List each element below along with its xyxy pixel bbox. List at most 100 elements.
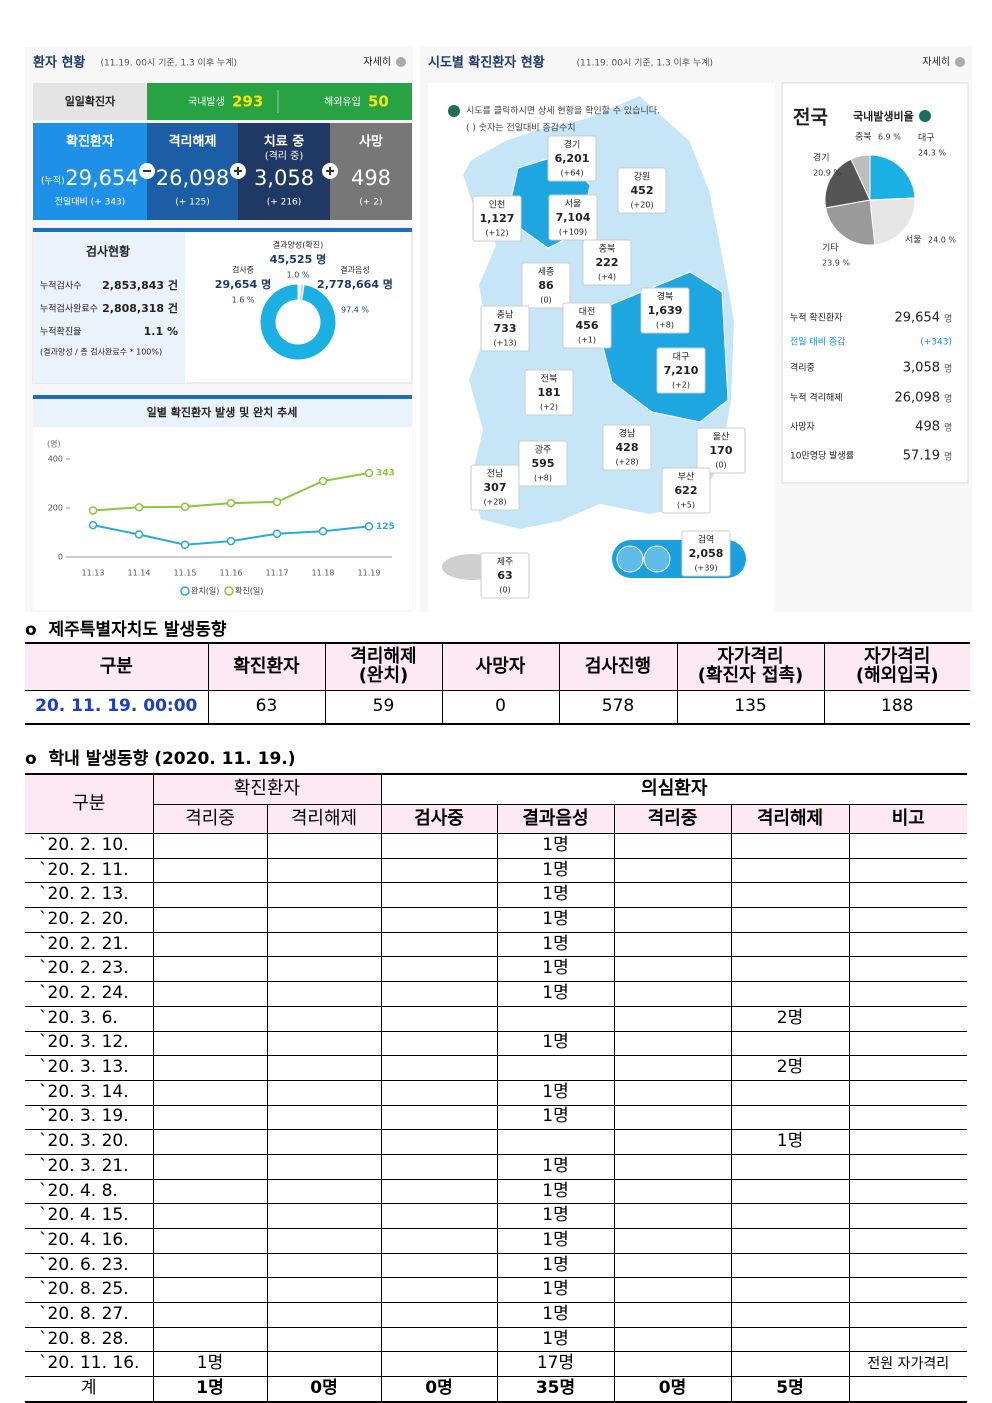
cell — [266, 1030, 382, 1057]
header-cell: 비고 — [848, 804, 968, 834]
donut-count: 45,525 명 — [270, 252, 326, 266]
stat-prefix: (누적) — [41, 175, 65, 187]
cell — [730, 1228, 850, 1254]
region-name[interactable]: 대구 — [673, 352, 690, 363]
test-title: 검사현황 — [86, 244, 130, 259]
stat-label: 치료 중 — [264, 134, 304, 150]
cell — [266, 1178, 382, 1205]
cell — [266, 907, 382, 933]
x-tick-label: 11.19 — [358, 569, 381, 578]
region-box — [548, 194, 598, 241]
cell — [848, 1228, 968, 1254]
cell: `20. 3. 13. — [25, 1055, 154, 1081]
chart-title: 일별 확진환자 발생 및 완치 추세 — [147, 405, 298, 419]
cell — [152, 1203, 268, 1229]
cell — [848, 1252, 968, 1279]
row: `20. 2. 11. 1명 — [25, 857, 968, 884]
region-name[interactable]: 강원 — [634, 172, 651, 183]
row: `20. 2. 10. 1명 — [25, 833, 968, 859]
cell — [848, 1153, 968, 1180]
region-name[interactable]: 인천 — [489, 200, 506, 211]
stat-note: (격리 중) — [265, 149, 304, 162]
donut-category: 검사중 — [232, 265, 254, 275]
cell — [266, 1252, 382, 1279]
y-tick-label: 400 — [48, 455, 63, 464]
region-name[interactable]: 제주 — [497, 557, 514, 568]
cell — [848, 857, 968, 884]
cell — [266, 1153, 382, 1180]
region-name[interactable]: 세종 — [538, 267, 555, 278]
more-link[interactable]: 자세히 — [922, 56, 950, 68]
point — [364, 522, 374, 531]
cell: 0 — [441, 690, 560, 724]
national-value: 3,058 — [903, 361, 940, 376]
cell: 1명 — [496, 1326, 615, 1353]
national-value: 26,098 — [895, 391, 941, 406]
region-name[interactable]: 전북 — [541, 374, 558, 385]
cell: `20. 2. 13. — [25, 882, 154, 909]
header-cell: 확진환자 — [207, 643, 326, 691]
pie-category: 경기 — [813, 152, 830, 164]
region-name[interactable]: 울산 — [713, 432, 730, 443]
total-cell: 계 — [25, 1376, 154, 1403]
region-name[interactable]: 전남 — [487, 469, 504, 480]
row: `20. 8. 25. 1명 — [25, 1277, 968, 1304]
region-name[interactable]: 광주 — [535, 444, 552, 456]
cell — [152, 1129, 268, 1155]
cell: 1명 — [496, 1104, 615, 1131]
more-icon — [955, 57, 965, 67]
cell — [380, 882, 498, 909]
region-box — [582, 239, 632, 286]
cell — [152, 1030, 268, 1057]
x-tick-label: 11.15 — [174, 569, 197, 578]
national-unit: 명 — [944, 452, 952, 463]
region-name[interactable]: 경기 — [564, 139, 581, 151]
region-name[interactable]: 경남 — [619, 428, 636, 440]
region-total: 1,639 — [648, 304, 683, 317]
region-name[interactable]: 대전 — [579, 307, 596, 318]
y-axis-label: (명) — [47, 439, 61, 449]
point — [318, 476, 328, 486]
panel-title: 시도별 확진환자 현황 — [428, 55, 545, 71]
cell — [380, 1203, 498, 1229]
cell — [730, 1079, 850, 1106]
region-name[interactable]: 경북 — [657, 291, 674, 303]
donut-percent: 1.6 % — [232, 296, 255, 305]
chart-box — [33, 395, 412, 610]
region-name[interactable]: 서울 — [565, 199, 582, 210]
cell — [380, 956, 498, 983]
cell — [266, 1079, 382, 1106]
cell: 1명 — [496, 956, 615, 983]
region-name[interactable]: 충남 — [497, 310, 514, 321]
legend-label: 확진(일) — [235, 586, 263, 596]
test-topbar — [33, 228, 412, 232]
x-tick-label: 11.13 — [82, 569, 105, 578]
cell — [613, 907, 732, 933]
test-value: 1.1 % — [144, 325, 178, 338]
national-unit: 명 — [944, 423, 952, 434]
cell: `20. 3. 20. — [25, 1129, 154, 1155]
region-change: (+8) — [534, 474, 552, 483]
cell — [848, 1129, 968, 1155]
cell: `20. 2. 21. — [25, 931, 154, 958]
data-label: 125 — [376, 522, 395, 532]
cell: `20. 6. 23. — [25, 1252, 154, 1279]
region-change: (+1) — [578, 336, 596, 345]
region-name[interactable]: 부산 — [678, 472, 695, 483]
national-title: 전국 — [793, 107, 828, 129]
donut-category: 결과음성 — [340, 265, 369, 275]
region-name[interactable]: 검역 — [698, 534, 715, 546]
cell — [730, 857, 850, 884]
point — [226, 536, 236, 546]
cell — [730, 1104, 850, 1131]
cell — [848, 1079, 968, 1106]
region-total: 86 — [538, 279, 554, 292]
stat-sub: 전일대비 (+ 343) — [55, 197, 126, 208]
cell: 188 — [823, 690, 970, 724]
region-name[interactable]: 충북 — [599, 244, 616, 255]
more-link[interactable]: 자세히 — [363, 56, 391, 68]
region-total: 307 — [484, 481, 507, 494]
test-left — [33, 232, 185, 383]
cell: 1명 — [496, 833, 615, 859]
cell — [613, 1203, 732, 1229]
